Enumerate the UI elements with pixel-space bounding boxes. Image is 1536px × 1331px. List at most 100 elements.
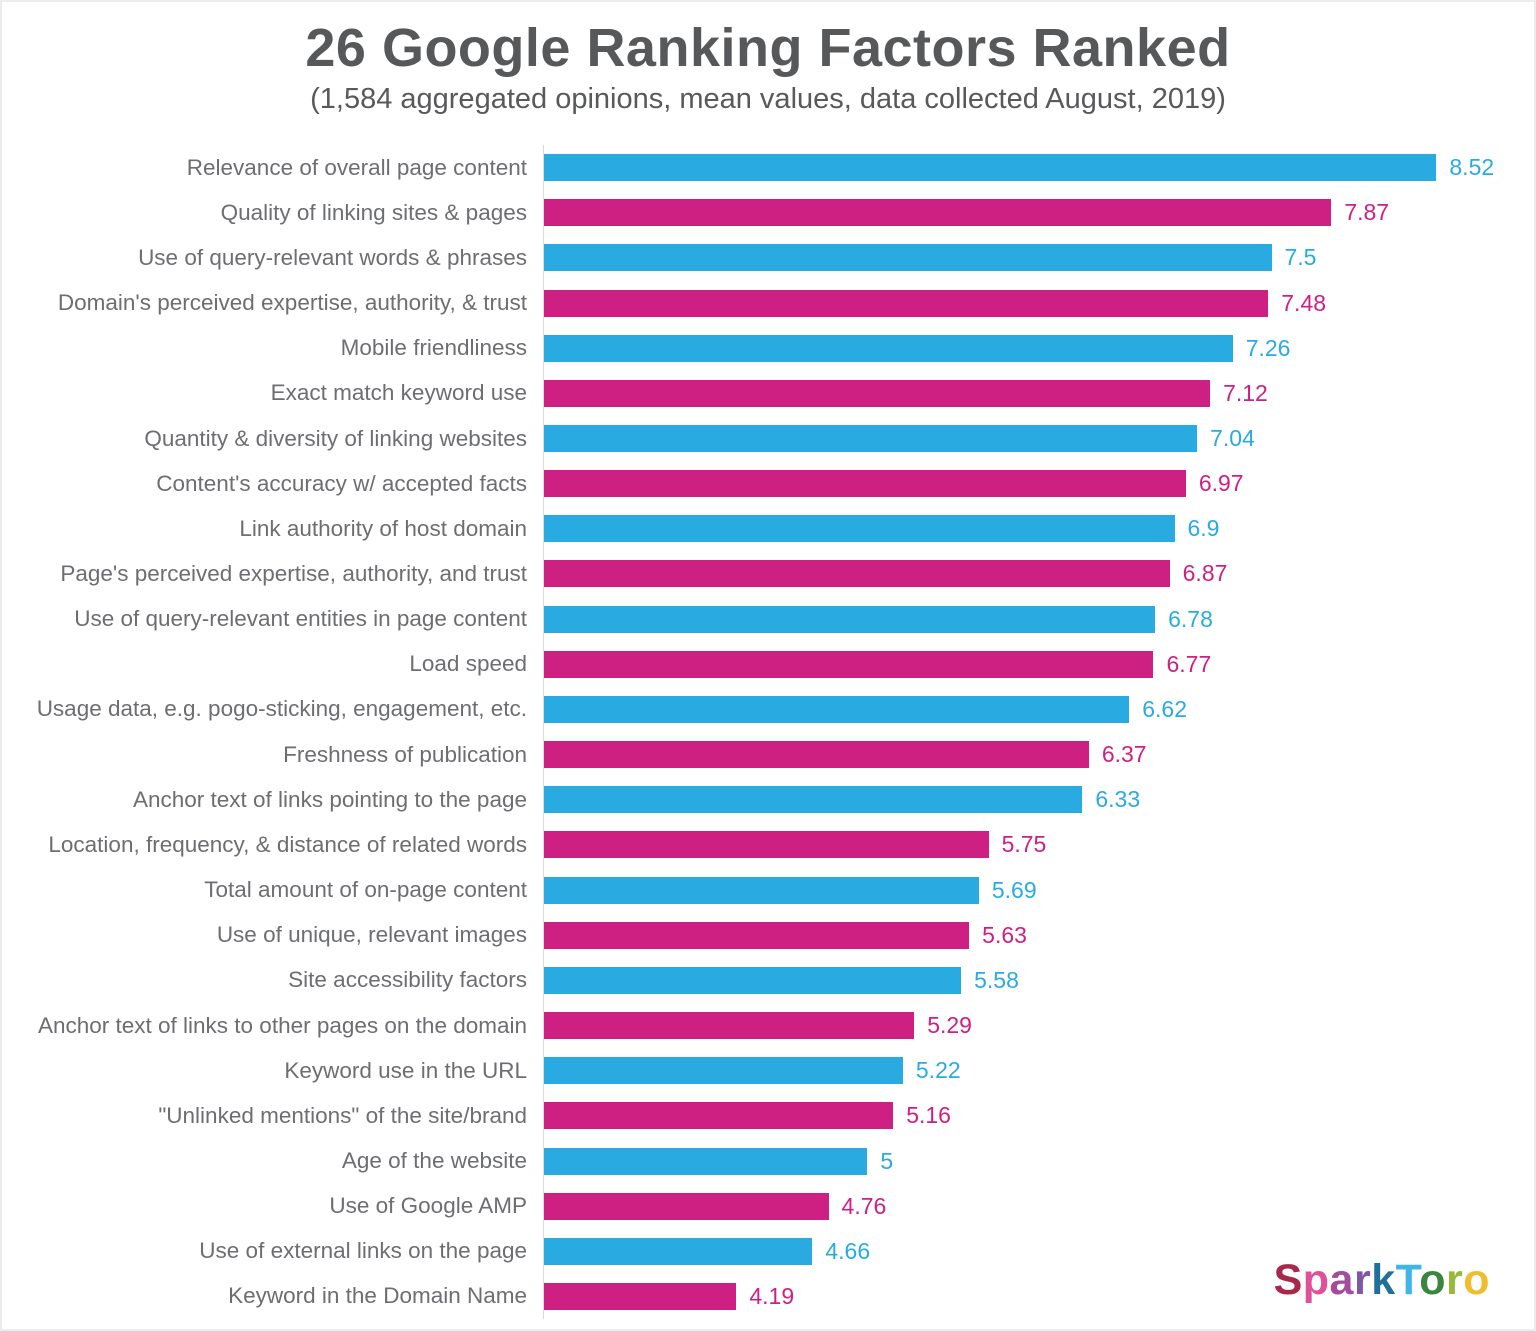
factor-label: Use of query-relevant words & phrases [138,244,527,270]
bar [544,154,1437,182]
bar-track: 7.5 [544,244,1514,272]
bar-track: 6.77 [544,650,1514,678]
factor-label: Usage data, e.g. pogo-sticking, engageme… [36,696,527,722]
bar-row: Anchor text of links pointing to the pag… [2,777,1534,822]
bar-track: 7.12 [544,379,1514,407]
factor-label: Use of external links on the page [199,1238,527,1264]
bar [544,1012,915,1040]
bar-track: 4.76 [544,1192,1514,1220]
factor-label: Use of unique, relevant images [216,922,527,948]
chart-rows: Relevance of overall page content 8.52 Qua… [2,145,1534,1319]
value-label: 5.69 [991,876,1037,903]
bar-track: 4.19 [544,1282,1514,1310]
value-label: 7.12 [1223,379,1268,406]
bar-track: 5.75 [544,831,1514,859]
bar-row: Keyword use in the URL 5.22 [2,1048,1534,1093]
bar-row: Freshness of publication 6.37 [2,732,1534,777]
factor-label: Relevance of overall page content [186,154,527,180]
bar-chart: Relevance of overall page content 8.52 Qua… [2,145,1534,1319]
bar [544,470,1186,498]
bar [544,741,1089,769]
bar [544,244,1272,272]
factor-label: "Unlinked mentions" of the site/brand [158,1102,527,1128]
bar-track: 7.48 [544,289,1514,317]
bar-track: 5.16 [544,1102,1514,1130]
value-label: 8.52 [1449,154,1495,181]
factor-label: Domain's perceived expertise, authority,… [57,290,527,316]
bar-row: Keyword in the Domain Name 4.19 [2,1274,1534,1319]
value-label: 5.63 [982,921,1027,948]
value-label: 7.48 [1281,289,1327,316]
factor-label: Use of query-relevant entities in page c… [74,606,527,632]
bar-row: Relevance of overall page content 8.52 [2,145,1534,190]
value-label: 6.77 [1166,650,1212,677]
bar-track: 7.04 [544,425,1514,453]
bar-row: Use of Google AMP 4.76 [2,1184,1534,1229]
bar [544,1102,894,1130]
bar-row: Usage data, e.g. pogo-sticking, engageme… [2,687,1534,732]
bar-row: Site accessibility factors 5.58 [2,958,1534,1003]
bar [544,876,979,904]
value-label: 5.22 [915,1057,961,1084]
factor-label: Site accessibility factors [288,967,527,993]
bar [544,1057,903,1085]
logo-letter: o [1419,1256,1446,1304]
factor-label: Location, frequency, & distance of relat… [48,831,527,857]
bar [544,334,1233,362]
bar-track: 6.9 [544,515,1514,543]
bar [544,786,1083,814]
bar-row: Quality of linking sites & pages 7.87 [2,190,1534,235]
bar-track: 8.52 [544,154,1514,182]
chart-header: 26 Google Ranking Factors Ranked (1,584 … [2,2,1534,116]
bar [544,921,970,949]
value-label: 6.9 [1187,515,1220,542]
factor-label: Total amount of on-page content [204,877,527,903]
bar [544,560,1170,588]
factor-label: Page's perceived expertise, authority, a… [60,560,527,586]
bar [544,966,962,994]
value-label: 7.26 [1245,334,1291,361]
value-label: 4.19 [749,1282,795,1309]
logo-letter: k [1371,1256,1396,1304]
chart-title: 26 Google Ranking Factors Ranked [305,18,1231,78]
value-label: 5 [880,1147,894,1174]
logo-letter: r [1445,1256,1464,1304]
value-label: 7.5 [1284,244,1317,271]
bar-track: 5.69 [544,876,1514,904]
bar [544,199,1332,227]
bar-row: Anchor text of links to other pages on t… [2,1003,1534,1048]
value-label: 6.62 [1142,695,1187,722]
y-axis-line [543,145,544,1319]
bar [544,831,989,859]
chart-subtitle: (1,584 aggregated opinions, mean values,… [310,83,1226,116]
bar-row: Quantity & diversity of linking websites… [2,416,1534,461]
bar-track: 6.33 [544,786,1514,814]
bar-row: Mobile friendliness 7.26 [2,326,1534,371]
bar-track: 6.62 [544,695,1514,723]
factor-label: Keyword in the Domain Name [228,1283,527,1309]
value-label: 5.29 [927,1012,972,1039]
value-label: 6.37 [1101,741,1147,768]
bar-row: Link authority of host domain 6.9 [2,506,1534,551]
bar-row: Use of query-relevant entities in page c… [2,597,1534,642]
factor-label: Keyword use in the URL [284,1057,527,1083]
value-label: 5.16 [906,1102,951,1129]
bar-row: Page's perceived expertise, authority, a… [2,551,1534,596]
bar-row: Exact match keyword use 7.12 [2,371,1534,416]
factor-label: Load speed [409,651,527,677]
value-label: 4.66 [825,1237,871,1264]
bar-track: 5.63 [544,921,1514,949]
bar-row: Location, frequency, & distance of relat… [2,822,1534,867]
bar [544,1147,868,1175]
value-label: 6.33 [1095,786,1141,813]
factor-label: Quantity & diversity of linking websites [144,425,527,451]
bar-track: 4.66 [544,1237,1514,1265]
bar-track: 7.26 [544,334,1514,362]
factor-label: Quality of linking sites & pages [220,199,527,225]
logo-letter: S [1273,1256,1303,1304]
logo-letter: a [1329,1256,1354,1304]
bar-row: Age of the website 5 [2,1138,1534,1183]
factor-label: Use of Google AMP [329,1193,527,1219]
value-label: 7.04 [1210,425,1255,452]
